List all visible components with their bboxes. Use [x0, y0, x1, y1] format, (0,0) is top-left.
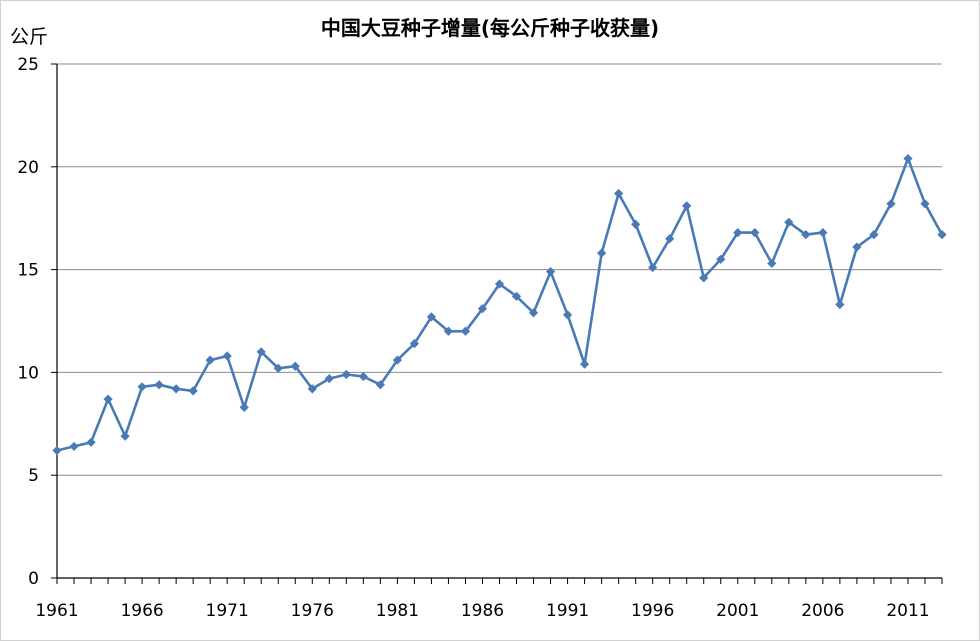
data-point	[614, 188, 624, 199]
data-point	[222, 351, 232, 361]
data-point	[103, 394, 113, 404]
data-point	[903, 153, 913, 164]
data-point	[239, 402, 249, 412]
data-point	[750, 227, 760, 238]
axes	[51, 63, 943, 584]
data-point	[869, 230, 879, 240]
data-point	[375, 380, 385, 390]
gridlines	[57, 63, 942, 476]
y-tick-label: 15	[17, 261, 39, 281]
data-point	[120, 431, 130, 441]
y-tick-label: 5	[28, 466, 39, 486]
data-point	[392, 355, 402, 365]
series-line	[56, 157, 944, 452]
data-point	[171, 384, 181, 394]
x-tick-label: 1966	[120, 601, 163, 621]
data-point	[494, 279, 505, 289]
data-point	[511, 291, 522, 301]
x-tick-label: 1986	[461, 601, 504, 621]
data-point	[409, 339, 420, 349]
chart-title: 中国大豆种子增量(每公斤种子收获量)	[320, 16, 660, 40]
data-point	[682, 201, 692, 211]
x-tick-label: 2001	[716, 601, 759, 621]
x-tick-label: 2006	[801, 601, 844, 621]
data-point	[528, 308, 539, 318]
data-point	[137, 382, 147, 392]
data-point	[937, 230, 947, 240]
x-tick-labels: 1961 1966 1971 1976 1981 1986 1991 1996 2001 2006…	[35, 601, 929, 621]
x-tick-label: 1996	[631, 601, 674, 621]
data-point	[699, 273, 709, 283]
data-point	[290, 361, 300, 371]
data-point	[835, 299, 845, 310]
y-tick-label: 25	[17, 55, 39, 75]
data-point	[818, 227, 828, 238]
y-tick-labels: 0 5 10 15 20 25	[17, 55, 39, 589]
data-point	[477, 304, 488, 314]
data-point	[358, 371, 368, 382]
data-point	[648, 262, 658, 273]
x-tick-label: 1971	[206, 601, 249, 621]
y-tick-label: 10	[17, 363, 39, 383]
data-point	[545, 267, 556, 277]
data-point	[920, 199, 930, 209]
data-point	[733, 227, 743, 238]
x-tick-label: 1991	[546, 601, 589, 621]
data-point	[597, 248, 607, 258]
data-point	[426, 312, 437, 322]
data-point	[188, 386, 198, 396]
data-point	[767, 258, 777, 269]
x-tick-label: 1976	[291, 601, 334, 621]
data-point	[460, 326, 471, 336]
data-point	[273, 363, 283, 373]
data-point	[205, 355, 215, 365]
x-tick-label: 2011	[886, 601, 929, 621]
data-point	[443, 326, 454, 336]
x-tick-label: 1981	[376, 601, 419, 621]
data-series	[52, 153, 947, 456]
data-point	[69, 441, 79, 452]
data-point	[886, 199, 896, 209]
data-point	[256, 347, 266, 357]
data-point	[801, 230, 811, 240]
data-point	[716, 254, 726, 264]
x-tick-label: 1961	[35, 601, 78, 621]
data-point	[579, 359, 590, 369]
data-point	[852, 242, 862, 252]
data-point	[562, 310, 573, 320]
data-point	[324, 373, 334, 384]
y-axis-unit-label: 公斤	[10, 26, 49, 48]
data-point	[154, 380, 164, 390]
data-point	[307, 384, 317, 394]
data-point	[784, 217, 794, 227]
data-point	[52, 445, 62, 456]
data-point	[86, 437, 96, 447]
data-point	[665, 234, 675, 244]
y-tick-label: 0	[28, 569, 39, 589]
data-point	[631, 219, 641, 229]
y-tick-label: 20	[17, 158, 39, 178]
data-point	[341, 369, 351, 380]
